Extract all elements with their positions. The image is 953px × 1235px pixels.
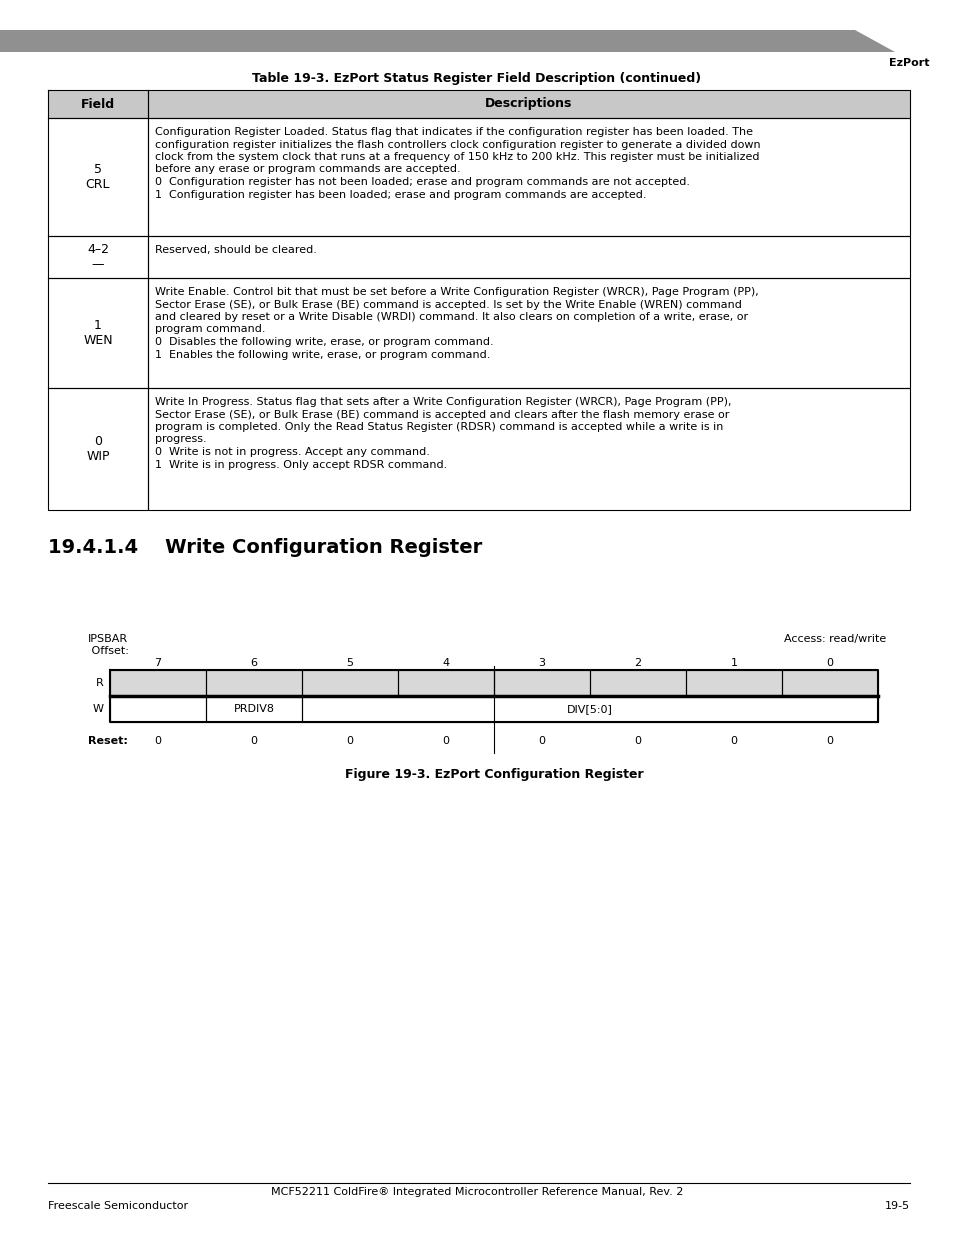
Text: 19-5: 19-5 — [884, 1200, 909, 1212]
Text: 19.4.1.4    Write Configuration Register: 19.4.1.4 Write Configuration Register — [48, 538, 482, 557]
Bar — [148, 278, 909, 388]
Text: Reserved, should be cleared.: Reserved, should be cleared. — [154, 245, 316, 254]
Text: 4–2
—: 4–2 — — [87, 243, 109, 270]
Bar — [48, 388, 148, 510]
Text: PRDIV8: PRDIV8 — [233, 704, 274, 714]
Text: 0: 0 — [346, 736, 354, 746]
Text: DIV[5:0]: DIV[5:0] — [566, 704, 612, 714]
Bar — [48, 278, 148, 388]
Bar — [48, 236, 148, 278]
Text: 1  Enables the following write, erase, or program command.: 1 Enables the following write, erase, or… — [154, 350, 490, 359]
Bar — [148, 388, 909, 510]
Text: MCF52211 ColdFire® Integrated Microcontroller Reference Manual, Rev. 2: MCF52211 ColdFire® Integrated Microcontr… — [271, 1187, 682, 1197]
Text: Configuration Register Loaded. Status flag that indicates if the configuration r: Configuration Register Loaded. Status fl… — [154, 127, 752, 137]
Text: EzPort: EzPort — [888, 58, 929, 68]
Text: IPSBAR: IPSBAR — [88, 634, 128, 643]
Text: 0  Write is not in progress. Accept any command.: 0 Write is not in progress. Accept any c… — [154, 447, 430, 457]
Text: 4: 4 — [442, 658, 449, 668]
Text: Access: read/write: Access: read/write — [783, 634, 885, 643]
Bar — [206, 671, 302, 697]
Bar — [302, 697, 877, 722]
Text: 0: 0 — [154, 736, 161, 746]
Bar — [110, 697, 206, 722]
Text: 1: 1 — [730, 658, 737, 668]
Text: before any erase or program commands are accepted.: before any erase or program commands are… — [154, 164, 460, 174]
Text: clock from the system clock that runs at a frequency of 150 kHz to 200 kHz. This: clock from the system clock that runs at… — [154, 152, 759, 162]
Text: Reset:: Reset: — [88, 736, 128, 746]
Text: 1  Configuration register has been loaded; erase and program commands are accept: 1 Configuration register has been loaded… — [154, 189, 646, 200]
Text: Sector Erase (SE), or Bulk Erase (BE) command is accepted. Is set by the Write E: Sector Erase (SE), or Bulk Erase (BE) co… — [154, 300, 741, 310]
Bar — [302, 671, 397, 697]
Text: 1  Write is in progress. Only accept RDSR command.: 1 Write is in progress. Only accept RDSR… — [154, 459, 447, 469]
Text: 0: 0 — [825, 736, 833, 746]
Text: Table 19-3. EzPort Status Register Field Description (continued): Table 19-3. EzPort Status Register Field… — [253, 72, 700, 85]
Bar — [148, 236, 909, 278]
Text: 7: 7 — [154, 658, 161, 668]
Text: Write Enable. Control bit that must be set before a Write Configuration Register: Write Enable. Control bit that must be s… — [154, 287, 758, 296]
Text: 0
WIP: 0 WIP — [86, 435, 110, 463]
Text: 0: 0 — [730, 736, 737, 746]
Text: R: R — [96, 678, 104, 688]
Text: progress.: progress. — [154, 435, 207, 445]
Text: 0: 0 — [442, 736, 449, 746]
Text: 0  Configuration register has not been loaded; erase and program commands are no: 0 Configuration register has not been lo… — [154, 177, 689, 186]
Text: Figure 19-3. EzPort Configuration Register: Figure 19-3. EzPort Configuration Regist… — [344, 768, 642, 781]
Text: 5
CRL: 5 CRL — [86, 163, 111, 191]
Text: W: W — [92, 704, 104, 714]
Text: Offset:: Offset: — [88, 646, 129, 656]
Text: 0: 0 — [251, 736, 257, 746]
Text: program is completed. Only the Read Status Register (RDSR) command is accepted w: program is completed. Only the Read Stat… — [154, 422, 722, 432]
Text: 1
WEN: 1 WEN — [83, 319, 112, 347]
Text: Descriptions: Descriptions — [485, 98, 572, 110]
Bar — [110, 671, 206, 697]
Text: Field: Field — [81, 98, 115, 110]
Text: 0: 0 — [634, 736, 640, 746]
Bar — [589, 671, 685, 697]
Text: 6: 6 — [251, 658, 257, 668]
Text: configuration register initializes the flash controllers clock configuration reg: configuration register initializes the f… — [154, 140, 760, 149]
Text: 0: 0 — [537, 736, 545, 746]
Text: 0: 0 — [825, 658, 833, 668]
Text: program command.: program command. — [154, 325, 265, 335]
Text: 2: 2 — [634, 658, 640, 668]
Bar — [397, 671, 494, 697]
Bar — [206, 697, 302, 722]
Text: 5: 5 — [346, 658, 354, 668]
Polygon shape — [0, 30, 894, 52]
Text: Write In Progress. Status flag that sets after a Write Configuration Register (W: Write In Progress. Status flag that sets… — [154, 396, 731, 408]
Text: 0  Disables the following write, erase, or program command.: 0 Disables the following write, erase, o… — [154, 337, 493, 347]
Text: Sector Erase (SE), or Bulk Erase (BE) command is accepted and clears after the f: Sector Erase (SE), or Bulk Erase (BE) co… — [154, 410, 729, 420]
Bar — [781, 671, 877, 697]
Bar — [148, 119, 909, 236]
Bar — [48, 90, 909, 119]
Bar — [494, 671, 589, 697]
Text: and cleared by reset or a Write Disable (WRDI) command. It also clears on comple: and cleared by reset or a Write Disable … — [154, 312, 747, 322]
Bar — [48, 119, 148, 236]
Text: 3: 3 — [537, 658, 545, 668]
Text: Freescale Semiconductor: Freescale Semiconductor — [48, 1200, 188, 1212]
Bar — [685, 671, 781, 697]
